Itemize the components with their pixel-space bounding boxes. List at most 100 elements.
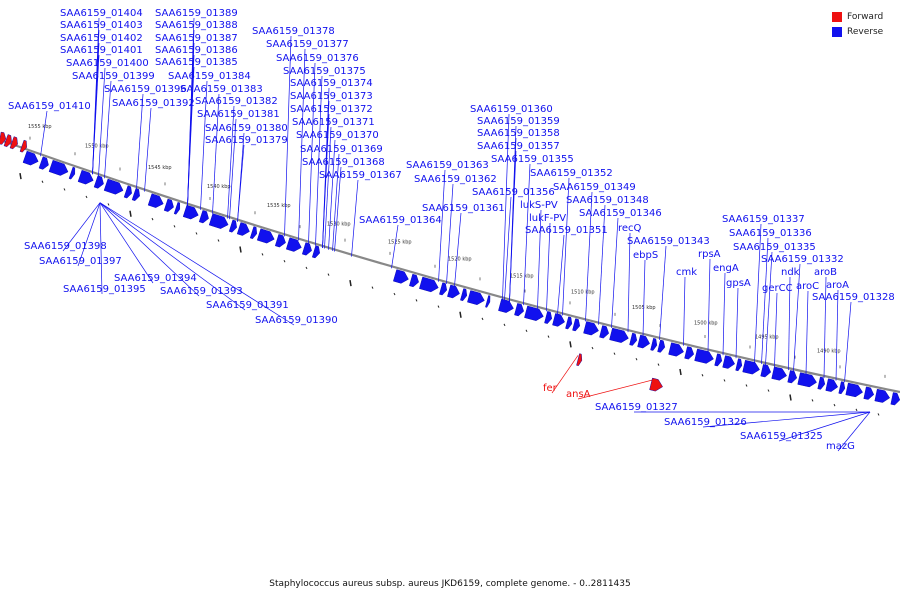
tick-mark <box>701 374 704 377</box>
leader-line <box>659 245 667 340</box>
leader-line <box>793 263 801 372</box>
gene-label: SAA6159_01399 <box>72 71 155 82</box>
tick-mark <box>437 305 440 308</box>
gene-label: ebpS <box>633 250 658 261</box>
leader-lines <box>40 17 871 452</box>
gene-label: aroB <box>814 267 837 278</box>
gene-label: fer <box>543 383 558 394</box>
leader-line <box>454 212 462 287</box>
leader-line <box>391 224 399 269</box>
leader-line <box>308 62 316 244</box>
tick-mark <box>481 317 484 321</box>
tick-mark <box>129 210 132 217</box>
leader-line <box>298 48 306 241</box>
gene-label: SAA6159_01326 <box>664 417 747 428</box>
gene-label: SAA6159_01391 <box>206 300 289 311</box>
leader-line <box>40 110 48 157</box>
gene-label: SAA6159_01398 <box>24 241 107 252</box>
tick-mark <box>173 225 176 228</box>
tick-mark <box>745 384 748 387</box>
leader-line <box>62 202 101 252</box>
reverse-gene-arrow <box>409 273 419 288</box>
reverse-gene-arrow <box>439 282 447 296</box>
leader-line <box>844 301 852 383</box>
leader-line <box>136 93 144 189</box>
reverse-gene-arrow <box>256 228 275 244</box>
reverse-gene-arrow <box>236 222 250 236</box>
leader-line <box>546 222 551 312</box>
kbp-label: 1520 kbp <box>448 256 472 262</box>
leader-line <box>99 202 246 311</box>
leader-line <box>754 223 762 363</box>
gene-label: SAA6159_01362 <box>414 174 497 185</box>
leader-line <box>144 107 152 192</box>
gene-label: engA <box>713 263 739 274</box>
gene-label: SAA6159_01401 <box>60 45 143 56</box>
reverse-gene-arrow <box>657 339 666 353</box>
gene-label: SAA6159_01395 <box>63 284 146 295</box>
forward-gene-arrow <box>576 353 583 367</box>
tick-mark <box>679 368 682 376</box>
kbp-label: 1515 kbp <box>510 273 534 279</box>
leader-line <box>99 202 295 326</box>
gene-label: SAA6159_01328 <box>812 292 895 303</box>
tick-mark <box>195 232 198 235</box>
gene-label: recQ <box>618 223 642 234</box>
reverse-gene-arrow <box>552 313 565 327</box>
reverse-gene-arrow <box>198 210 209 224</box>
tick-mark <box>657 363 660 366</box>
gene-label: SAA6159_01381 <box>197 109 280 120</box>
reverse-gene-arrow <box>722 355 735 369</box>
gene-label: SAA6159_01361 <box>422 203 505 214</box>
gene-label: SAA6159_01357 <box>477 141 560 152</box>
leader-line <box>778 411 871 442</box>
reverse-gene-arrow <box>228 219 237 233</box>
reverse-gene-arrow <box>274 234 286 248</box>
leader-line <box>761 237 769 365</box>
gene-label: SAA6159_01327 <box>595 402 678 413</box>
gene-label: ndk <box>781 267 800 278</box>
gene-label: SAA6159_01382 <box>195 96 278 107</box>
reverse-gene-arrow <box>460 288 468 302</box>
gene-label: SAA6159_01348 <box>566 195 649 206</box>
tick-mark <box>877 413 880 416</box>
tick-mark <box>327 273 330 276</box>
leader-line <box>237 144 245 222</box>
tick-mark <box>591 346 594 350</box>
gene-label: SAA6159_01400 <box>66 58 149 69</box>
tick-mark <box>371 286 374 289</box>
gene-label: SAA6159_01410 <box>8 101 91 112</box>
gene-label: aroC <box>796 281 819 292</box>
leader-line <box>332 153 340 251</box>
leader-line <box>212 93 220 214</box>
reverse-gene-arrow <box>419 276 439 293</box>
leader-line <box>229 118 237 220</box>
leader-line <box>351 179 359 257</box>
tick-mark <box>525 329 528 333</box>
reverse-gene-arrow <box>787 370 798 384</box>
reverse-gene-arrow <box>93 175 104 189</box>
leader-line <box>92 54 100 175</box>
kbp-label: 1530 kbp <box>327 221 351 227</box>
gene-labels: SAA6159_01404SAA6159_01403SAA6159_01402S… <box>8 8 895 452</box>
gene-label: SAA6159_01392 <box>112 98 195 109</box>
tick-mark <box>635 357 638 361</box>
gene-label: SAA6159_01325 <box>740 431 823 442</box>
gene-label: SAA6159_01388 <box>155 20 238 31</box>
kbp-label: 1550 kbp <box>85 144 109 150</box>
reverse-gene-arrow <box>863 386 875 400</box>
kbp-label: 1525 kbp <box>388 239 412 245</box>
reverse-gene-arrow <box>123 185 132 199</box>
leader-line <box>562 177 570 316</box>
reverse-gene-arrow <box>838 381 846 395</box>
tick-mark <box>19 172 22 180</box>
gene-label: SAA6159_01402 <box>60 33 143 44</box>
reverse-gene-arrow <box>890 392 900 406</box>
leader-line <box>523 163 531 306</box>
reverse-gene-arrow <box>544 311 553 324</box>
leader-line <box>788 276 791 371</box>
gene-label: SAA6159_01404 <box>60 8 143 19</box>
tick-mark <box>151 217 154 221</box>
leader-line <box>577 379 653 400</box>
kbp-label: 1490 kbp <box>817 348 841 354</box>
